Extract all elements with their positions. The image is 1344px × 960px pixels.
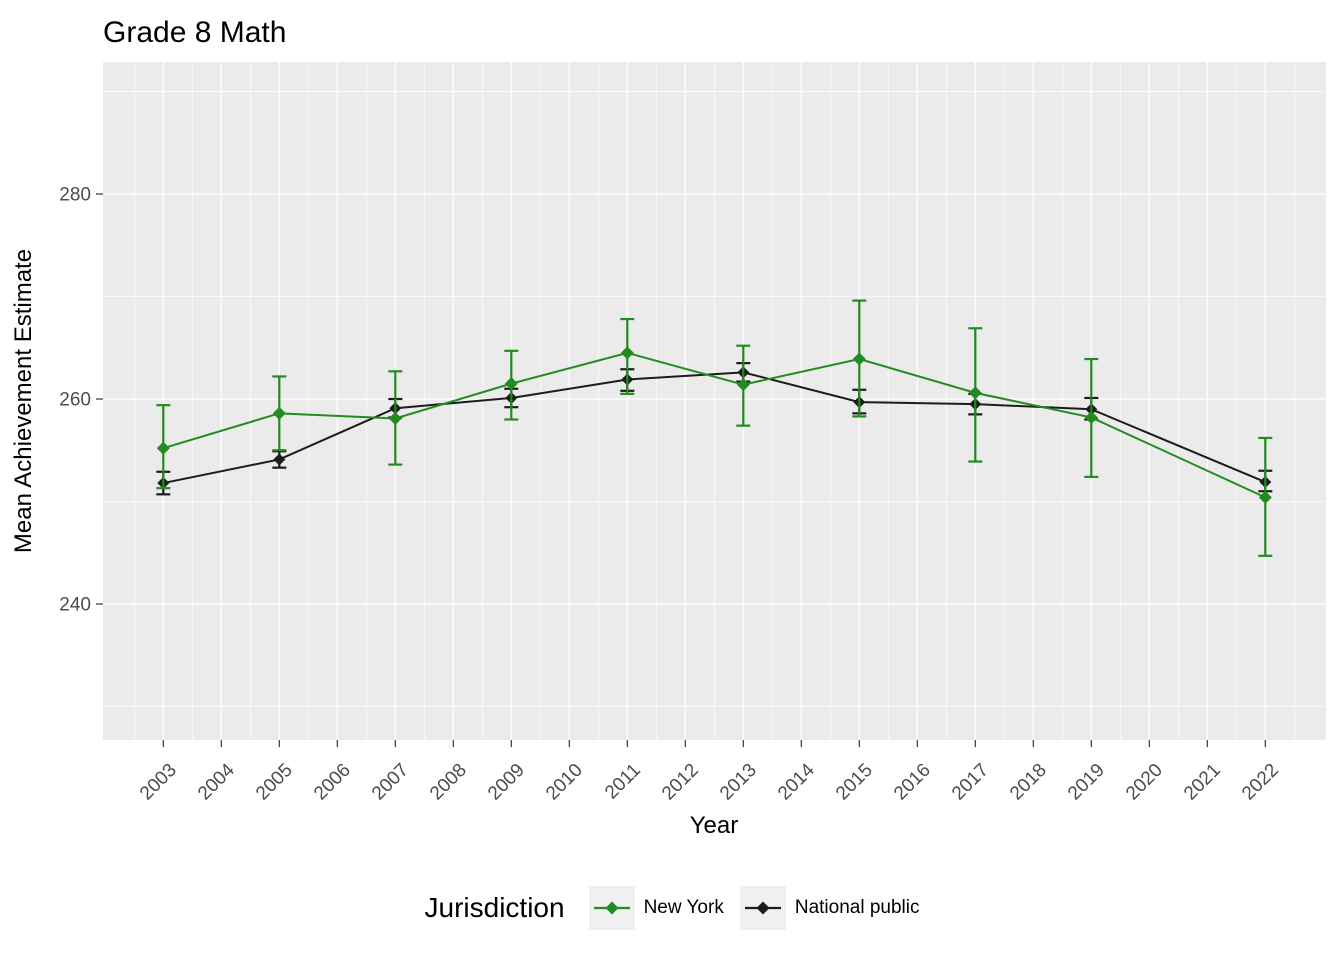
chart-title: Grade 8 Math — [103, 16, 286, 49]
x-axis-tick-label: 2008 — [426, 760, 471, 805]
legend-key-diamond-icon — [605, 901, 619, 915]
data-point-new-york-2007 — [388, 411, 402, 425]
line-chart: Grade 8 Math 240 260 280 2003 2004 2005 2006 20… — [10, 16, 1326, 839]
data-point-new-york-2019 — [1084, 410, 1098, 424]
x-axis-tick-label: 2013 — [716, 760, 761, 805]
y-axis-title: Mean Achievement Estimate — [10, 249, 37, 553]
x-axis-tick-label: 2019 — [1064, 760, 1109, 805]
x-axis-tick-label: 2006 — [310, 760, 355, 805]
data-point-new-york-2017 — [968, 386, 982, 400]
y-axis-tick-label: 280 — [59, 185, 91, 206]
x-axis-tick-label: 2020 — [1122, 760, 1167, 805]
data-point-new-york-2022 — [1258, 490, 1272, 504]
legend-item-new-york: New York — [588, 886, 724, 930]
x-axis-tick-label: 2016 — [890, 760, 935, 805]
data-point-new-york-2005 — [272, 406, 286, 420]
x-axis-tick-label: 2022 — [1238, 760, 1283, 805]
x-axis-title: Year — [690, 812, 739, 839]
x-axis-tick-label: 2021 — [1180, 760, 1225, 805]
data-point-national-public-2005 — [273, 453, 286, 466]
x-axis-tick-label: 2007 — [368, 760, 413, 805]
x-axis-tick-label: 2014 — [774, 759, 819, 804]
legend-label-new-york: New York — [643, 897, 724, 918]
x-axis-tick-label: 2004 — [194, 759, 239, 804]
legend: Jurisdiction New York National public — [0, 882, 1344, 934]
data-point-new-york-2009 — [504, 377, 518, 391]
y-axis-tick-label: 240 — [59, 595, 91, 616]
y-axis-tick-label: 260 — [59, 390, 91, 411]
data-point-new-york-2003 — [156, 441, 170, 455]
x-axis-tick-label: 2015 — [832, 760, 877, 805]
legend-key-national-public — [739, 886, 786, 930]
legend-label-national-public: National public — [794, 897, 920, 918]
x-axis-tick-label: 2009 — [484, 760, 529, 805]
x-axis-tick-label: 2012 — [658, 760, 703, 805]
x-axis-tick-label: 2010 — [542, 760, 587, 805]
data-point-new-york-2013 — [736, 378, 750, 392]
legend-key-diamond-icon — [756, 901, 770, 915]
x-axis-tick-label: 2003 — [136, 760, 181, 805]
legend-item-national-public: National public — [739, 886, 920, 930]
series-line-national-public — [163, 371, 1266, 485]
data-point-new-york-2015 — [852, 352, 866, 366]
plot-area: 240 260 280 2003 2004 2005 2006 2007 2008 2009 201… — [59, 62, 1326, 804]
series-new-york — [156, 299, 1273, 557]
legend-title: Jurisdiction — [424, 892, 565, 923]
x-axis-tick-label: 2018 — [1006, 760, 1051, 805]
legend-key-new-york — [588, 886, 635, 930]
x-axis-tick-label: 2017 — [948, 760, 993, 805]
data-point-new-york-2011 — [620, 346, 634, 360]
series-line-new-york — [163, 351, 1266, 499]
x-axis-tick-label: 2005 — [252, 760, 297, 805]
x-axis-tick-label: 2011 — [601, 760, 645, 804]
